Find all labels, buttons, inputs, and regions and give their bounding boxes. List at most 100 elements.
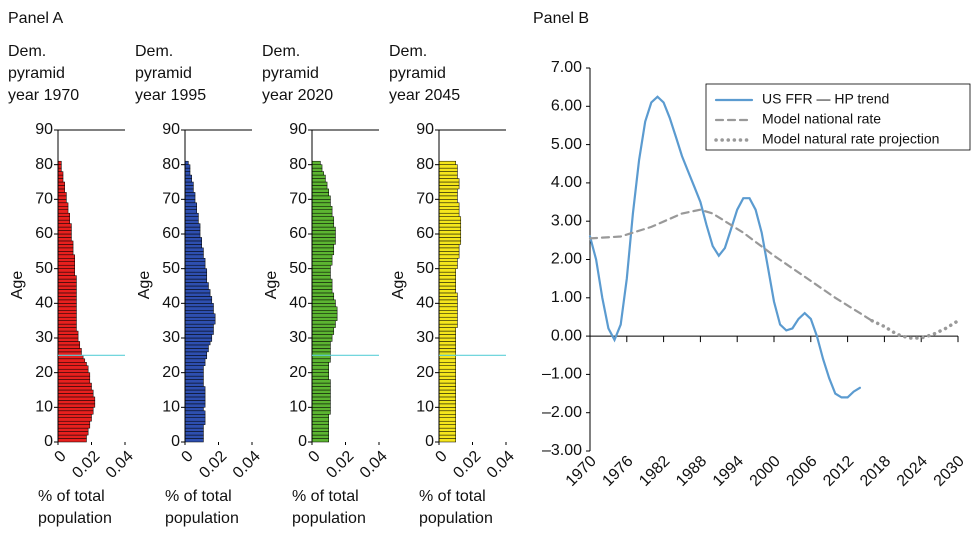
bar	[311, 414, 329, 418]
bar	[311, 192, 329, 197]
bar	[438, 362, 456, 366]
bar	[184, 424, 204, 429]
bar	[438, 330, 456, 335]
bar	[438, 185, 460, 190]
bar	[57, 296, 77, 301]
bar	[57, 389, 94, 394]
bar	[57, 282, 77, 287]
y-tick-label: 70	[289, 191, 307, 208]
y-axis-label: Age	[390, 271, 407, 300]
bar	[311, 303, 336, 308]
bar	[438, 341, 456, 346]
bar	[438, 320, 458, 325]
bar	[438, 296, 458, 301]
bar	[57, 164, 62, 169]
bar	[57, 438, 87, 443]
x-axis-label: % of total population	[38, 488, 112, 527]
bar	[184, 282, 209, 287]
bar	[57, 292, 77, 297]
bar	[438, 178, 460, 183]
bar	[184, 254, 204, 259]
bar	[311, 237, 336, 242]
bar	[438, 244, 460, 249]
y-tick-label: 70	[416, 191, 434, 208]
x-tick-label: 0.02	[196, 448, 230, 482]
bar	[57, 289, 77, 294]
chart-title: Dem. pyramid year 2020	[262, 43, 334, 104]
bar	[57, 188, 65, 193]
bar	[438, 400, 456, 405]
y-tick-label: 20	[416, 364, 434, 381]
bar	[184, 438, 204, 443]
bar	[57, 185, 65, 190]
bar	[311, 258, 333, 262]
bar	[184, 289, 211, 294]
bar	[438, 396, 456, 401]
y-tick-label: 0	[298, 433, 307, 450]
y-tick-label: –1.00	[542, 366, 582, 383]
bar	[438, 278, 456, 283]
y-tick-label: 70	[162, 191, 180, 208]
bar	[57, 362, 87, 366]
bar	[57, 195, 67, 200]
bar	[311, 375, 329, 380]
x-tick-label: 0.04	[230, 448, 264, 482]
bar	[438, 382, 456, 387]
bar	[311, 223, 335, 228]
y-tick-label: 40	[289, 295, 307, 312]
y-tick-label: 80	[162, 156, 180, 173]
bar	[311, 410, 331, 415]
bar	[57, 278, 77, 283]
bar	[311, 251, 335, 256]
bar	[57, 393, 94, 398]
bar	[57, 313, 77, 318]
bar	[311, 195, 331, 200]
bar	[57, 219, 70, 224]
bar	[57, 323, 77, 328]
bar	[311, 434, 329, 439]
y-tick-label: 0	[425, 433, 434, 450]
x-tick-label: 1994	[710, 453, 747, 490]
bar	[311, 202, 331, 207]
bar	[184, 375, 204, 380]
bar	[57, 237, 72, 242]
bar	[438, 313, 458, 318]
bar	[438, 414, 456, 418]
bar	[438, 226, 462, 231]
bar	[311, 348, 331, 353]
chart-title: Dem. pyramid year 1970	[8, 43, 80, 104]
y-tick-label: 80	[35, 156, 53, 173]
y-tick-label: 20	[289, 364, 307, 381]
bar	[184, 296, 213, 301]
bar	[184, 348, 209, 353]
bar	[311, 268, 331, 273]
bar	[311, 209, 333, 214]
bar	[184, 181, 194, 186]
bar	[57, 303, 77, 308]
bar	[438, 424, 456, 429]
bar	[311, 289, 333, 294]
bar	[57, 365, 89, 370]
bar	[311, 382, 331, 387]
bar	[438, 254, 460, 259]
bar	[311, 226, 336, 231]
y-tick-label: 0	[171, 433, 180, 450]
x-tick-label: 2030	[931, 453, 968, 490]
bar	[184, 261, 206, 266]
bar	[311, 275, 331, 280]
y-tick-label: 40	[162, 295, 180, 312]
bar	[57, 337, 79, 342]
y-tick-label: 3.00	[551, 212, 582, 229]
bar	[438, 258, 458, 262]
bar	[311, 330, 335, 335]
panel-label: Panel B	[533, 10, 590, 27]
bar	[311, 233, 336, 238]
x-tick-label: 0.02	[450, 448, 484, 482]
bar	[57, 264, 75, 269]
bar	[184, 382, 204, 387]
bar	[184, 362, 206, 366]
y-tick-label: –3.00	[542, 442, 582, 459]
x-tick-label: 0	[305, 448, 323, 466]
bar	[57, 320, 77, 325]
bar	[438, 434, 456, 439]
